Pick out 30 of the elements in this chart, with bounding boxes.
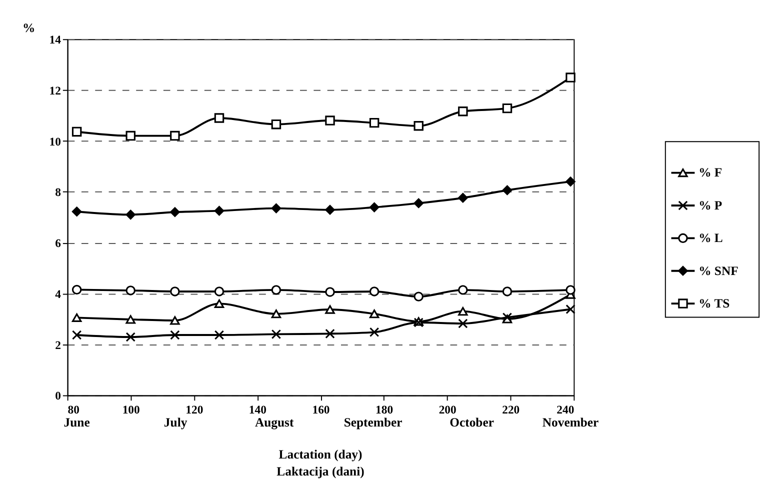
x-tick-label: 180 [376, 403, 394, 416]
x-tick-label: 200 [438, 403, 457, 416]
text: November [542, 415, 600, 430]
text: June [64, 415, 90, 430]
legend-label: % SNF [698, 264, 739, 278]
y-tick-label: 8 [55, 186, 62, 200]
x-tick-label: 120 [186, 403, 204, 416]
text: October [450, 415, 494, 430]
y-tick-label: 12 [49, 84, 62, 98]
legend-label: % F [698, 166, 722, 180]
text: August [254, 415, 294, 430]
legend-label: % TS [698, 296, 730, 310]
text: September [344, 415, 403, 430]
x-tick-label: 140 [248, 403, 267, 416]
x-tick-label: 80 [68, 403, 80, 416]
y-tick-label: 6 [55, 237, 62, 250]
y-tick-label: 0 [55, 390, 62, 403]
x-tick-label: 160 [312, 403, 330, 416]
legend-label: % P [698, 198, 722, 212]
y-tick-label: 4 [55, 288, 62, 301]
y-tick-label: 14 [49, 34, 62, 47]
x-tick-label: 240 [556, 403, 574, 416]
y-tick-label: 10 [49, 135, 62, 148]
x-axis-title: Lactation (day) Laktacija (dani) [276, 448, 364, 478]
y-axis-title: % [22, 20, 36, 35]
x-tick-label: 220 [502, 403, 520, 416]
x-tick-label: 100 [122, 403, 140, 416]
text: July [164, 415, 188, 430]
y-tick-label: 2 [55, 338, 62, 352]
legend-label: % L [698, 231, 723, 246]
